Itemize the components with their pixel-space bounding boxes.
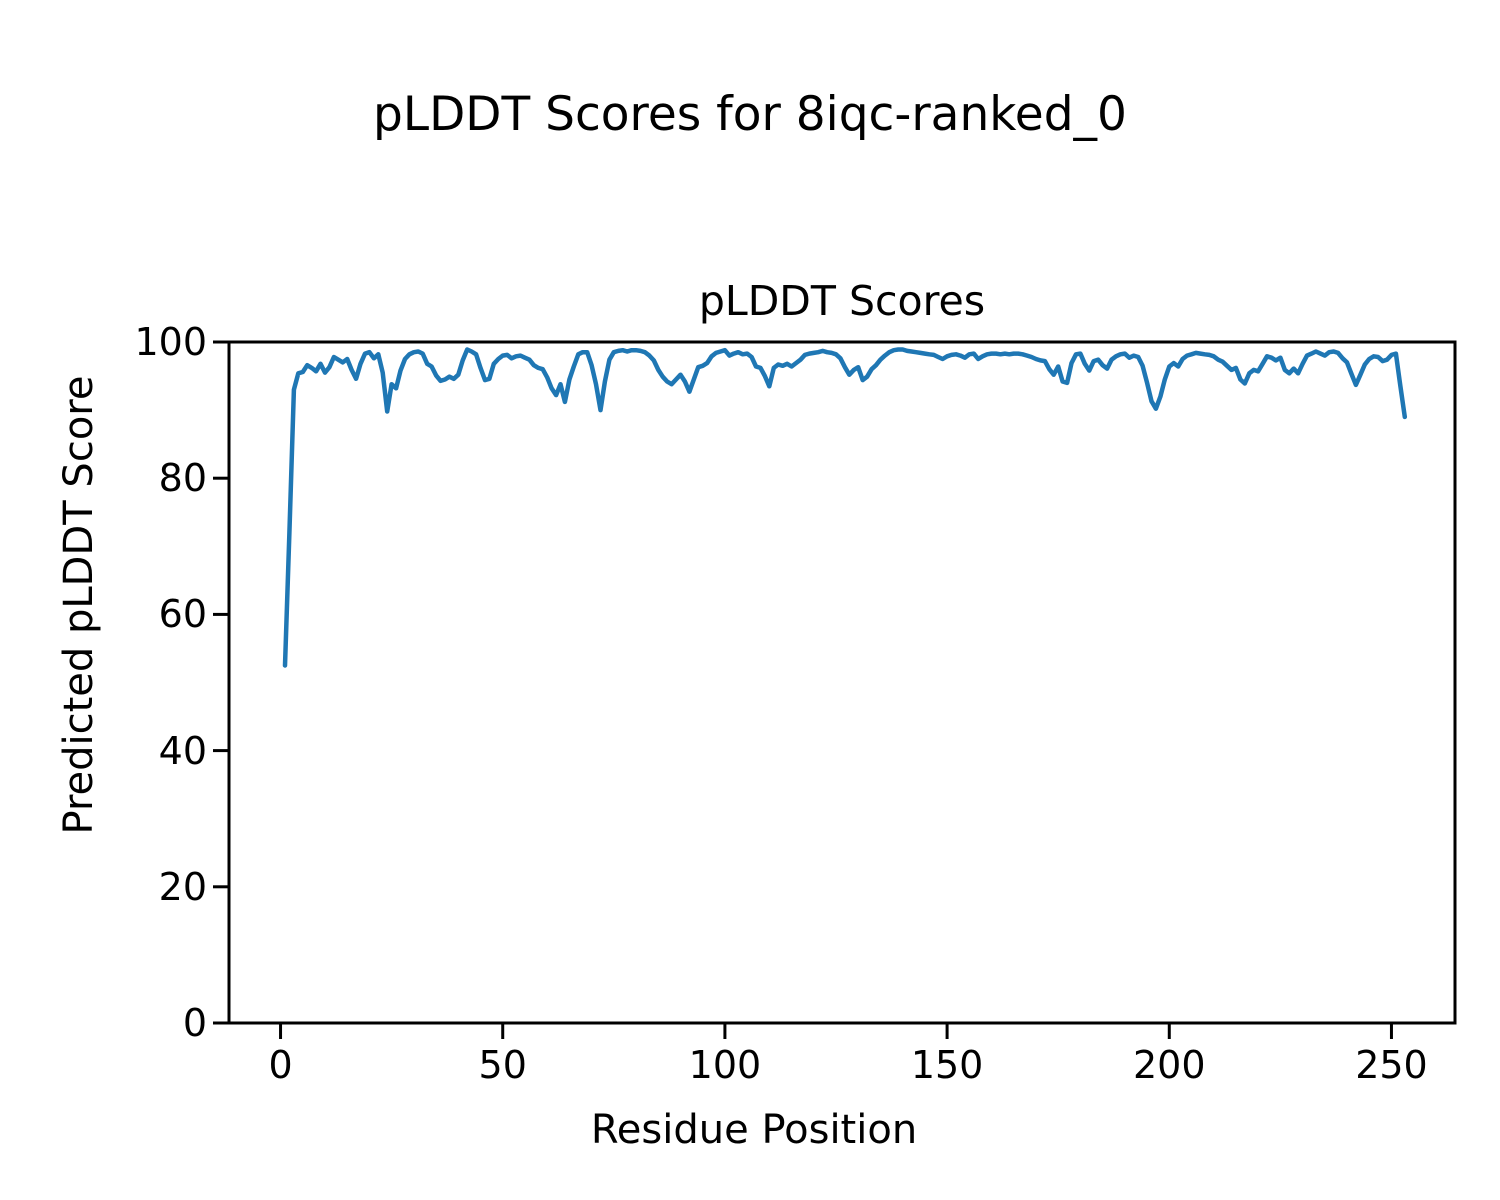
y-tick-label: 20	[158, 864, 207, 909]
y-tick-label: 60	[158, 592, 207, 637]
plddt-line	[282, 347, 1408, 668]
x-tick-label: 250	[1355, 1043, 1428, 1087]
axis-tick-marks	[213, 340, 1393, 1039]
y-tick-label: 100	[134, 320, 207, 364]
x-tick-label: 150	[910, 1043, 984, 1087]
axes-spines	[227, 340, 1457, 1025]
x-tick-label: 200	[1133, 1043, 1206, 1087]
y-tick-label: 40	[158, 728, 207, 773]
x-tick-label: 0	[268, 1043, 293, 1087]
y-tick-label: 80	[158, 456, 207, 501]
x-tick-label: 50	[478, 1043, 527, 1087]
figure-title: pLDDT Scores for 8iqc-ranked_0	[373, 87, 1127, 142]
axes-title: pLDDT Scores	[698, 277, 986, 325]
y-tick-label: 0	[182, 1001, 207, 1045]
x-axis-label: Residue Position	[590, 1107, 918, 1153]
x-tick-label: 100	[688, 1043, 762, 1087]
